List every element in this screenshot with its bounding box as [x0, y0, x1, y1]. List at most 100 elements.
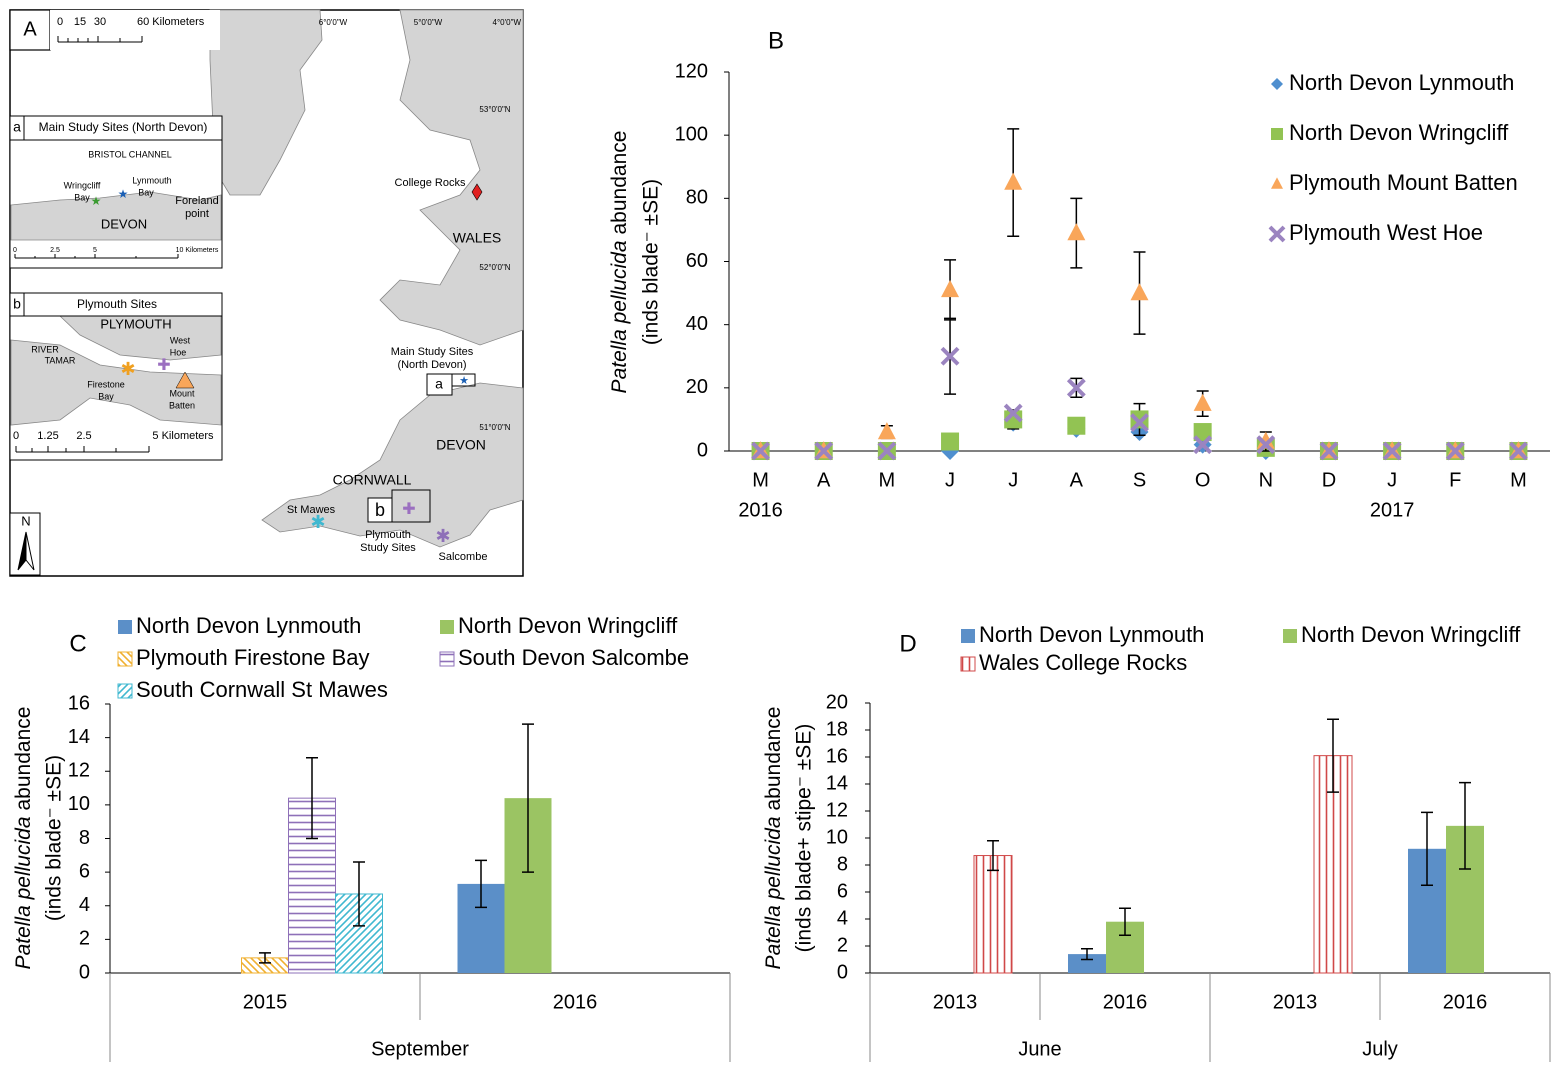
place-label: Study Sites [360, 542, 416, 554]
graticule-label: 52°0'0"N [479, 263, 510, 272]
site-marker: ★ [459, 375, 469, 387]
marker [1193, 393, 1212, 411]
scale-box [11, 427, 221, 459]
x-tick-label: 2015 [243, 991, 288, 1013]
site-marker: ★ [91, 194, 102, 208]
y-tick-label: 6 [79, 860, 90, 882]
error-bar [1327, 718, 1339, 793]
y-tick-label: 0 [837, 961, 848, 983]
north-label: N [21, 513, 30, 528]
marker [1256, 431, 1275, 449]
inset-header [9, 115, 223, 141]
x-tick-label: 2016 [553, 991, 598, 1013]
marker [1319, 441, 1339, 461]
y-tick-label: 2 [79, 928, 90, 950]
legend-swatch [961, 629, 975, 643]
y-tick-label: 16 [68, 692, 90, 714]
place-label: West [170, 335, 191, 345]
marker [941, 280, 960, 298]
place-label: Hoe [170, 347, 187, 357]
legend-label: North Devon Wringcliff [458, 613, 678, 638]
y-axis-label-text: abundance [608, 131, 631, 235]
panel-label: B [768, 27, 784, 54]
inset-tag: b [13, 296, 21, 312]
error-bar [475, 859, 487, 909]
group-label: July [1362, 1038, 1398, 1060]
error-bar [1081, 947, 1093, 961]
place-label: TAMAR [45, 355, 76, 365]
region-label: PLYMOUTH [100, 316, 171, 331]
marker [1256, 435, 1276, 455]
error-bar [1459, 781, 1471, 870]
marker [1067, 416, 1086, 435]
site-marker [471, 183, 483, 201]
marker [1193, 435, 1213, 455]
box [367, 497, 393, 523]
y-tick-label: 80 [686, 187, 708, 209]
y-tick-label: 20 [686, 376, 708, 398]
marker [941, 432, 960, 451]
error-bar [1119, 907, 1131, 936]
scale-box [11, 242, 221, 267]
sea-label: BRISTOL CHANNEL [88, 149, 172, 159]
x-tick-label: M [879, 469, 896, 491]
x-tick-label: M [1510, 469, 1527, 491]
y-tick-label: 20 [826, 691, 848, 713]
y-axis-label: (inds blade+ stipe⁻ ±SE) [793, 724, 816, 953]
site-marker: ✱ [435, 526, 450, 546]
legend-swatch [117, 651, 133, 667]
graticule-label: 4°0'0"W [493, 18, 522, 27]
x-tick-label: 2016 [1443, 991, 1488, 1013]
marker [940, 346, 960, 366]
y-tick-label: 4 [79, 894, 90, 916]
y-tick-label: 0 [697, 439, 708, 461]
marker [1003, 403, 1023, 423]
scale-box [50, 10, 220, 50]
place-label: Wringcliff [64, 180, 101, 190]
scale-label: 0 [13, 247, 17, 254]
y-tick-label: 14 [68, 726, 90, 748]
scale-label: 0 [57, 16, 63, 28]
marker [1509, 441, 1528, 461]
place-label: Bay [138, 187, 154, 197]
x-tick-label: O [1195, 469, 1211, 491]
place-label: Mount [169, 388, 195, 398]
legend-label: South Cornwall St Mawes [136, 677, 388, 702]
legend-label: North Devon Lynmouth [136, 613, 361, 638]
place-label: Bay [98, 391, 114, 401]
y-tick-label: 10 [68, 793, 90, 815]
x-tick-label: A [817, 469, 831, 491]
y-axis-label: Patella pellucida abundance [12, 707, 35, 970]
scale-label: 0 [13, 430, 19, 442]
place-label: point [185, 208, 209, 220]
legend-swatch [118, 620, 132, 634]
y-tick-label: 12 [68, 760, 90, 782]
graticule-label: 5°0'0"W [414, 18, 443, 27]
legend-swatch [960, 656, 976, 672]
error-bar [522, 723, 534, 873]
panel-label: D [899, 630, 916, 657]
site-marker: ✱ [310, 512, 325, 532]
place-label: Foreland [175, 195, 218, 207]
group-label: June [1018, 1038, 1061, 1060]
marker [1130, 283, 1149, 301]
x-tick-label: S [1133, 469, 1146, 491]
land [10, 191, 222, 241]
legend-label: North Devon Wringcliff [1289, 120, 1509, 145]
place-label: Salcombe [439, 551, 488, 563]
x-tick-label: M [752, 469, 769, 491]
legend-label: Plymouth West Hoe [1289, 220, 1483, 245]
legend-label: Wales College Rocks [979, 650, 1187, 675]
x-tick-label: A [1070, 469, 1084, 491]
error-bar [259, 952, 271, 964]
scale-label: 10 Kilometers [176, 247, 219, 254]
graticule-label: 53°0'0"N [479, 105, 510, 114]
legend-label: North Devon Lynmouth [979, 622, 1204, 647]
scale-label: 5 Kilometers [152, 430, 214, 442]
map-panel: A 0 15 30 60 Kilometers 6°0'0"W 5°0'0"W … [9, 9, 524, 577]
error-bar [987, 839, 999, 872]
marker [1066, 378, 1086, 398]
error-bar [306, 757, 318, 840]
panel-label: A [23, 18, 37, 40]
y-axis-label: (inds blade⁻ ±SE) [43, 755, 66, 921]
